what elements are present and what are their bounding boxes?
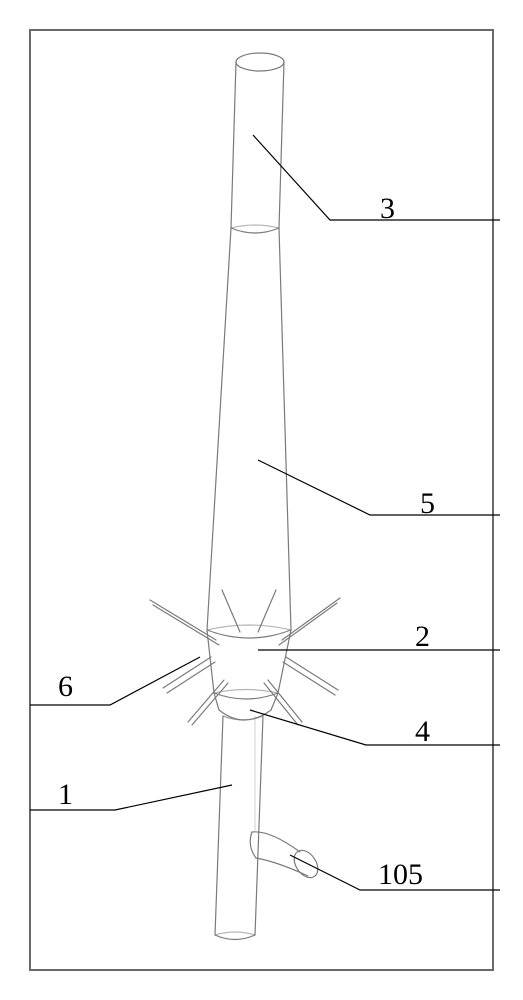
hub-bottom-back: [214, 690, 278, 694]
upper-tube-right: [279, 62, 284, 228]
leader-4: [250, 710, 500, 745]
spokes: [150, 590, 340, 725]
label-3: 3: [380, 192, 395, 226]
label-105: 105: [378, 858, 423, 892]
cone-base-back: [207, 625, 291, 630]
label-2: 2: [415, 620, 430, 654]
hub-right: [278, 630, 291, 693]
upper-cone-joint-back: [231, 225, 279, 228]
lower-tube-bottom-back: [215, 932, 255, 935]
cone-right: [279, 228, 291, 630]
cone-base-front: [207, 630, 291, 638]
hub-bottom-front: [214, 693, 278, 699]
label-4: 4: [415, 715, 430, 749]
lower-tube-bottom: [215, 935, 255, 940]
label-5: 5: [420, 487, 435, 521]
leader-5: [258, 460, 500, 515]
upper-tube-top-ellipse: [236, 53, 284, 71]
leader-3: [253, 135, 500, 220]
cone-left: [207, 228, 231, 630]
figure-svg: [0, 0, 523, 1000]
label-1: 1: [58, 778, 73, 812]
label-6: 6: [58, 670, 73, 704]
upper-cone-joint: [231, 228, 279, 233]
device-drawing: [150, 53, 340, 940]
lower-tube-right: [255, 716, 263, 935]
diagram-stage: 3 5 2 6 4 1 105: [0, 0, 523, 1000]
upper-tube-left: [231, 62, 236, 228]
branch-port: [250, 832, 322, 882]
lower-tube-left: [215, 716, 223, 935]
